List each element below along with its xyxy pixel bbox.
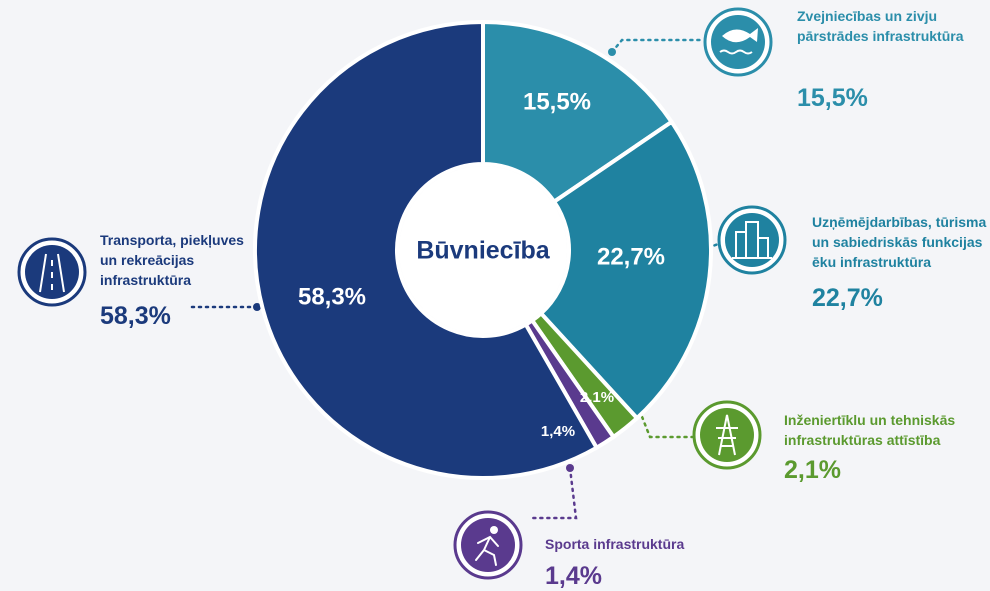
value-label: 15,5%: [523, 88, 591, 115]
legend-label: Uzņēmējdarbības, tūrisma un sabiedriskās…: [812, 214, 987, 270]
legend-value: 15,5%: [797, 84, 868, 112]
donut-hole: [399, 166, 567, 334]
legend-label: Sporta infrastruktūra: [545, 536, 685, 552]
donut-segment: [538, 119, 713, 421]
legend-value: 2,1%: [784, 456, 841, 484]
icons: [17, 7, 787, 580]
legend-value: 1,4%: [545, 562, 602, 590]
legend-value: 22,7%: [812, 284, 883, 312]
value-label: 58,3%: [298, 283, 366, 310]
connectors: [186, 38, 720, 520]
legend-label: Zvejniecības un zivju pārstrādes infrast…: [797, 8, 964, 44]
legend-label: Inženiertīklu un tehniskās infrastruktūr…: [784, 412, 956, 448]
value-label: 1,4%: [541, 423, 575, 440]
legend-label: Transporta, piekļuves un rekreācijas inf…: [100, 232, 244, 288]
donut-segment: [253, 19, 600, 480]
center-title: Būvniecība: [416, 237, 550, 265]
value-label: 22,7%: [597, 243, 665, 270]
legend-value: 58,3%: [100, 302, 171, 330]
value-label: 2,1%: [580, 389, 614, 406]
donut-segment: [481, 19, 675, 205]
